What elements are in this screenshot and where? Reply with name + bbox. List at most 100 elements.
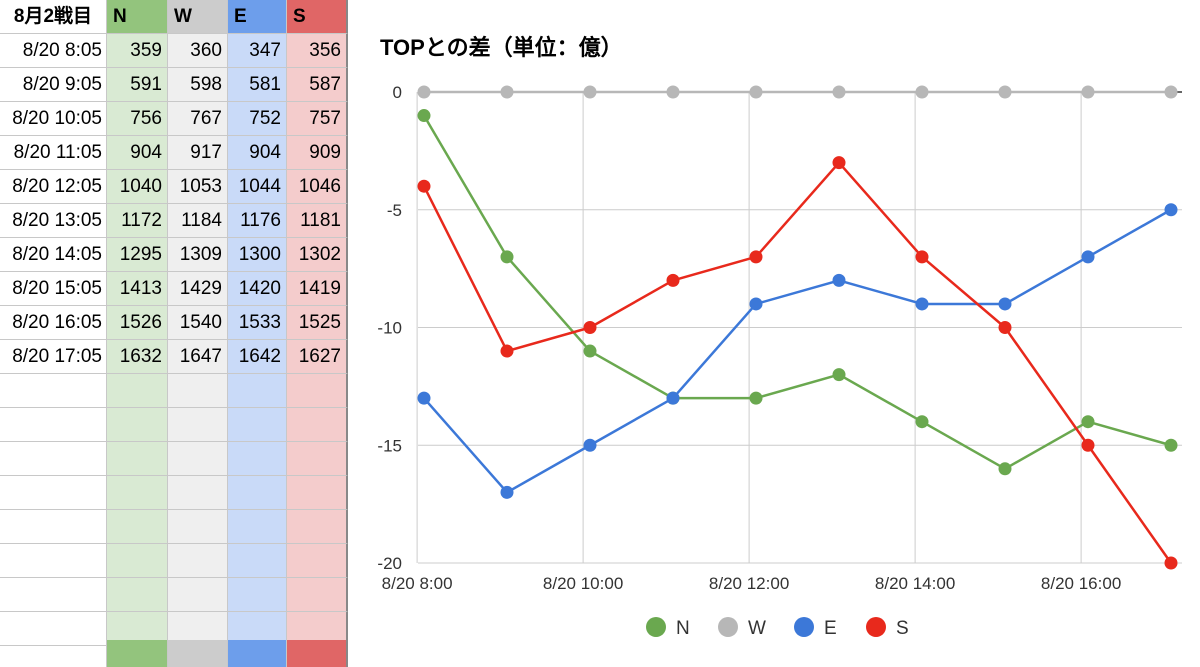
cell-time[interactable] [0,442,107,476]
cell-s[interactable]: 757 [287,102,348,136]
cell-e[interactable] [228,640,287,667]
cell-e[interactable]: E [228,0,287,34]
cell-time[interactable] [0,578,107,612]
data-point-N [1164,438,1178,452]
cell-s[interactable]: S [287,0,348,34]
cell-time[interactable]: 8/20 16:05 [0,306,107,340]
cell-w[interactable]: 1429 [168,272,228,306]
cell-w[interactable]: 1540 [168,306,228,340]
cell-e[interactable]: 1176 [228,204,287,238]
cell-time[interactable] [0,476,107,510]
cell-e[interactable] [228,442,287,476]
cell-e[interactable]: 581 [228,68,287,102]
cell-w[interactable] [168,578,228,612]
cell-time[interactable] [0,408,107,442]
cell-s[interactable]: 1627 [287,340,348,374]
cell-s[interactable] [287,640,348,667]
table-row: 8/20 17:05 1632 1647 1642 1627 [0,340,348,374]
data-point-E [417,391,431,405]
cell-w[interactable]: W [168,0,228,34]
cell-time[interactable]: 8/20 11:05 [0,136,107,170]
cell-e[interactable] [228,374,287,408]
cell-n[interactable]: 1295 [107,238,168,272]
cell-n[interactable] [107,640,168,667]
cell-time[interactable]: 8/20 13:05 [0,204,107,238]
cell-w[interactable] [168,544,228,578]
cell-time[interactable]: 8/20 14:05 [0,238,107,272]
cell-n[interactable] [107,510,168,544]
cell-e[interactable]: 1044 [228,170,287,204]
cell-s[interactable]: 587 [287,68,348,102]
cell-e[interactable]: 347 [228,34,287,68]
cell-time[interactable] [0,510,107,544]
cell-s[interactable]: 1419 [287,272,348,306]
cell-n[interactable]: 1040 [107,170,168,204]
cell-e[interactable]: 752 [228,102,287,136]
cell-e[interactable] [228,476,287,510]
cell-w[interactable]: 767 [168,102,228,136]
cell-w[interactable]: 598 [168,68,228,102]
cell-n[interactable] [107,578,168,612]
cell-w[interactable]: 1647 [168,340,228,374]
cell-time[interactable]: 8/20 8:05 [0,34,107,68]
cell-s[interactable] [287,544,348,578]
cell-e[interactable]: 1300 [228,238,287,272]
cell-w[interactable]: 360 [168,34,228,68]
cell-w[interactable]: 1184 [168,204,228,238]
cell-w[interactable] [168,374,228,408]
cell-n[interactable]: N [107,0,168,34]
cell-time[interactable] [0,612,107,646]
cell-n[interactable]: 1632 [107,340,168,374]
cell-e[interactable] [228,544,287,578]
cell-n[interactable]: 1172 [107,204,168,238]
cell-e[interactable] [228,510,287,544]
cell-s[interactable]: 909 [287,136,348,170]
cell-s[interactable] [287,578,348,612]
cell-n[interactable]: 359 [107,34,168,68]
cell-e[interactable] [228,408,287,442]
cell-n[interactable]: 591 [107,68,168,102]
cell-s[interactable]: 1525 [287,306,348,340]
cell-n[interactable] [107,442,168,476]
cell-s[interactable] [287,476,348,510]
cell-s[interactable]: 1302 [287,238,348,272]
cell-time[interactable]: 8/20 12:05 [0,170,107,204]
cell-n[interactable]: 1413 [107,272,168,306]
cell-time[interactable] [0,374,107,408]
cell-n[interactable]: 904 [107,136,168,170]
cell-e[interactable]: 1420 [228,272,287,306]
cell-e[interactable]: 1533 [228,306,287,340]
cell-w[interactable] [168,510,228,544]
cell-w[interactable]: 917 [168,136,228,170]
cell-s[interactable] [287,442,348,476]
cell-n[interactable] [107,544,168,578]
cell-w[interactable]: 1053 [168,170,228,204]
cell-time[interactable]: 8/20 9:05 [0,68,107,102]
cell-w[interactable] [168,476,228,510]
cell-time[interactable]: 8月2戦目 [0,0,107,34]
cell-e[interactable]: 1642 [228,340,287,374]
cell-s[interactable]: 1046 [287,170,348,204]
cell-w[interactable] [168,442,228,476]
cell-n[interactable] [107,476,168,510]
cell-e[interactable] [228,578,287,612]
cell-s[interactable]: 1181 [287,204,348,238]
cell-time[interactable]: 8/20 15:05 [0,272,107,306]
cell-time[interactable]: 8/20 17:05 [0,340,107,374]
cell-s[interactable] [287,408,348,442]
footer-row [0,640,348,667]
cell-s[interactable]: 356 [287,34,348,68]
cell-w[interactable] [168,408,228,442]
cell-n[interactable]: 1526 [107,306,168,340]
cell-w[interactable]: 1309 [168,238,228,272]
cell-s[interactable] [287,374,348,408]
cell-n[interactable] [107,408,168,442]
cell-time[interactable] [0,544,107,578]
cell-s[interactable] [287,510,348,544]
cell-time[interactable] [0,640,107,667]
cell-n[interactable] [107,374,168,408]
cell-w[interactable] [168,640,228,667]
cell-n[interactable]: 756 [107,102,168,136]
cell-e[interactable]: 904 [228,136,287,170]
cell-time[interactable]: 8/20 10:05 [0,102,107,136]
